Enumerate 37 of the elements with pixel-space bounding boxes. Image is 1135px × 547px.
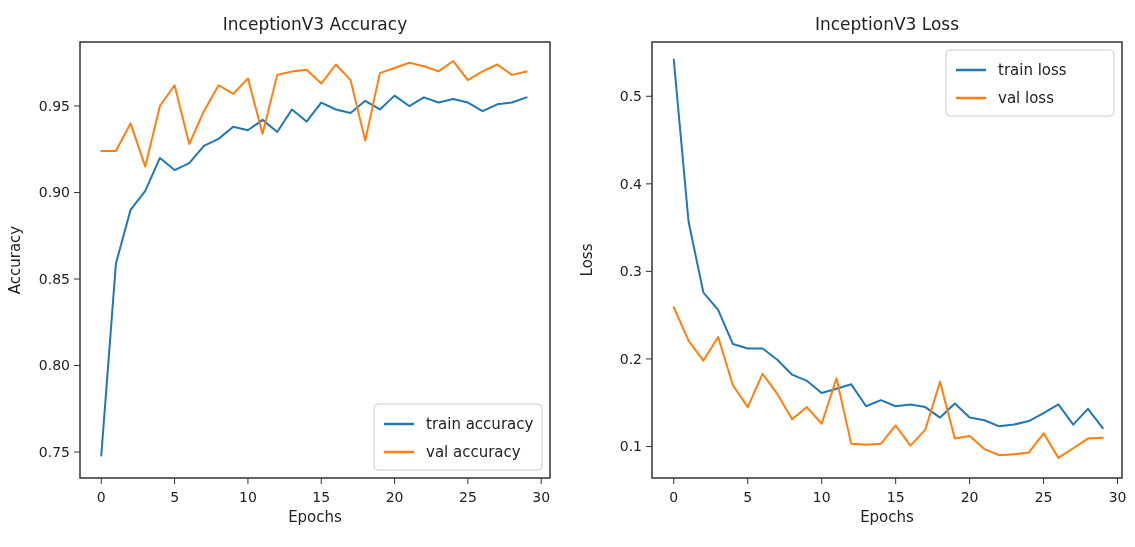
- x-tick-label: 0: [669, 489, 679, 505]
- y-tick-label: 0.3: [619, 263, 642, 280]
- x-tick-label: 15: [886, 489, 905, 505]
- chart-title: InceptionV3 Loss: [814, 14, 960, 34]
- x-tick-label: 25: [458, 489, 477, 505]
- line-series: [672, 306, 1104, 459]
- y-axis-title: Accuracy: [6, 225, 24, 295]
- y-tick-label: 0.90: [38, 184, 70, 201]
- x-axis-title: Epochs: [860, 508, 915, 526]
- x-axis-title: Epochs: [288, 508, 343, 526]
- y-tick-label: 0.2: [619, 350, 642, 367]
- x-tick-label: 0: [96, 489, 106, 505]
- x-tick-label: 20: [960, 489, 979, 505]
- legend-label: val loss: [998, 89, 1055, 108]
- y-tick-label: 0.80: [38, 357, 70, 374]
- y-tick-label: 0.95: [38, 97, 70, 114]
- y-tick-label: 0.75: [38, 443, 70, 460]
- legend-label: train loss: [998, 61, 1067, 80]
- y-tick-label: 0.1: [619, 438, 642, 455]
- line-series: [100, 60, 528, 168]
- x-tick-label: 5: [170, 489, 180, 505]
- y-tick-label: 0.85: [38, 270, 70, 287]
- x-tick-label: 25: [1034, 489, 1053, 505]
- x-tick-label: 10: [239, 489, 257, 505]
- x-tick-label: 5: [743, 489, 753, 505]
- x-tick-label: 20: [385, 489, 404, 505]
- x-tick-label: 30: [1108, 489, 1127, 505]
- x-tick-label: 10: [812, 489, 831, 505]
- line-series: [672, 58, 1104, 430]
- y-tick-label: 0.5: [619, 88, 642, 105]
- y-tick-label: 0.4: [619, 175, 643, 192]
- legend-label: val accuracy: [426, 443, 521, 462]
- x-tick-label: 30: [532, 489, 551, 505]
- chart-title: InceptionV3 Accuracy: [222, 14, 408, 34]
- legend-label: train accuracy: [426, 415, 534, 434]
- y-axis-title: Loss: [578, 243, 596, 277]
- x-tick-label: 15: [312, 489, 331, 505]
